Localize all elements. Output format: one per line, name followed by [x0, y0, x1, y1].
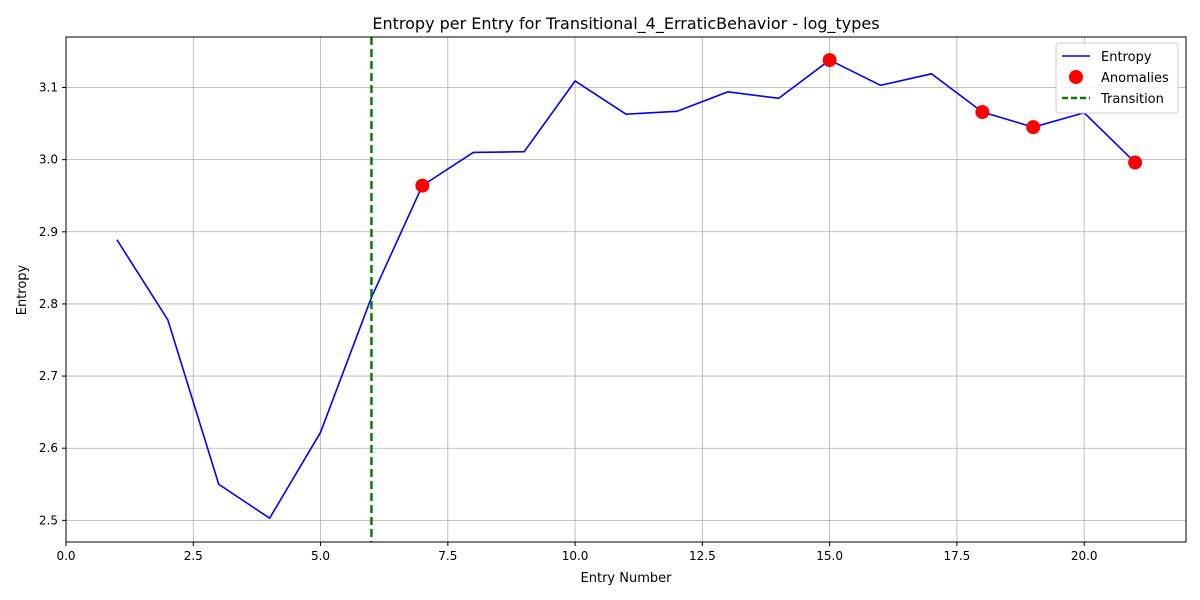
chart-title: Entropy per Entry for Transitional_4_Err…	[372, 14, 879, 34]
legend: Entropy Anomalies Transition	[1055, 42, 1179, 114]
y-axis-label: Entropy	[15, 264, 30, 315]
y-tick-label: 2.6	[39, 441, 58, 455]
x-tick-label: 12.5	[689, 549, 716, 563]
x-axis-label: Entry Number	[581, 571, 673, 586]
legend-transition-label: Transition	[1100, 92, 1164, 107]
x-tick-label: 0.0	[56, 549, 75, 563]
legend-anomalies-label: Anomalies	[1101, 71, 1169, 86]
anomaly-point	[415, 178, 430, 193]
axis-ticks: 0.0 2.5 5.0 7.5 10.0 12.5 15.0 17.5 20.0 2.5 2.6 2.…	[39, 81, 1098, 564]
x-tick-label: 5.0	[311, 549, 330, 563]
plot-frame	[65, 36, 1187, 543]
x-tick-label: 10.0	[562, 549, 589, 563]
grid	[65, 37, 1186, 542]
anomaly-point	[822, 53, 837, 68]
y-tick-label: 2.7	[39, 369, 58, 383]
x-tick-label: 7.5	[438, 549, 457, 563]
plot-area	[116, 37, 1143, 542]
anomaly-point	[1026, 120, 1041, 135]
y-tick-label: 2.9	[39, 225, 58, 239]
x-tick-label: 15.0	[816, 549, 843, 563]
y-tick-label: 3.0	[39, 153, 58, 167]
legend-anomalies-swatch	[1069, 70, 1083, 84]
anomaly-point	[1128, 155, 1143, 170]
anomaly-point	[975, 105, 990, 120]
y-tick-label: 2.8	[39, 297, 58, 311]
legend-box	[1055, 42, 1179, 114]
legend-entropy-label: Entropy	[1101, 50, 1152, 65]
x-tick-label: 2.5	[184, 549, 203, 563]
y-tick-label: 3.1	[39, 81, 58, 95]
x-tick-label: 20.0	[1071, 549, 1098, 563]
x-tick-label: 17.5	[944, 549, 971, 563]
entropy-series-line	[116, 59, 1136, 520]
y-tick-label: 2.5	[39, 513, 58, 527]
